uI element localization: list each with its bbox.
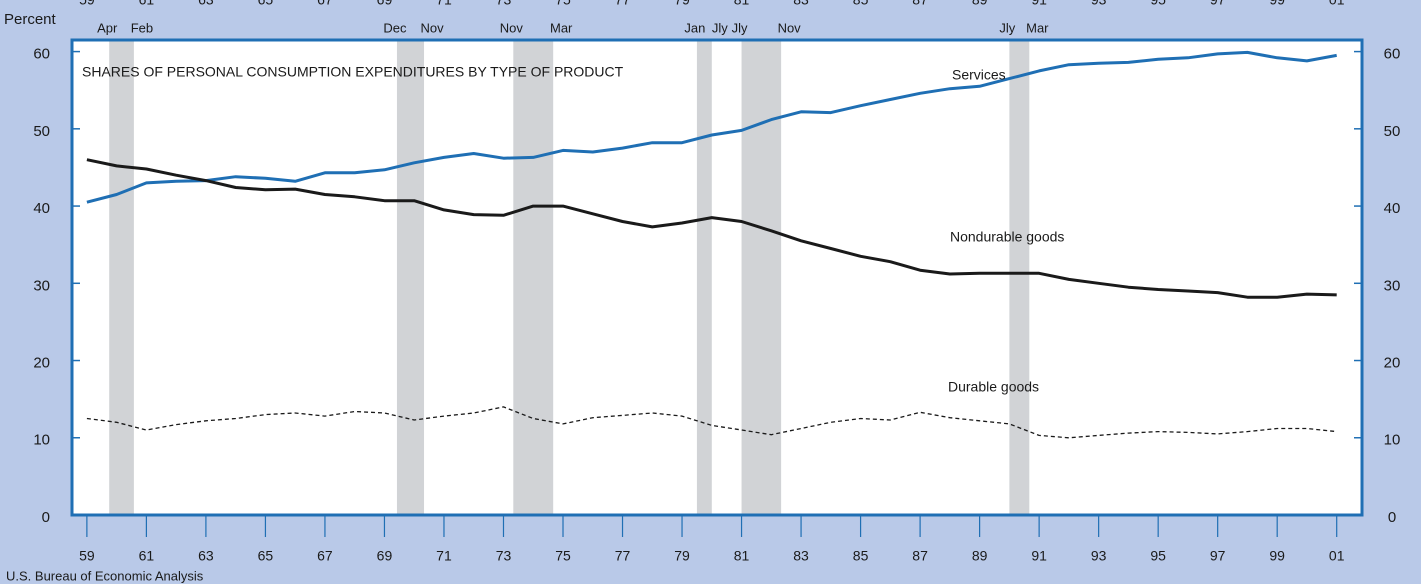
series-line bbox=[86, 158, 1337, 299]
x-tick-label: 59 bbox=[79, 548, 95, 564]
y2-tick-label: 10 bbox=[1384, 432, 1401, 449]
recession-end-label: Nov bbox=[420, 20, 444, 35]
x-tick-label-top: 99 bbox=[1269, 0, 1285, 8]
plot-border bbox=[70, 38, 1364, 517]
x-tick-label: 85 bbox=[853, 548, 869, 564]
y-tick-label: 40 bbox=[33, 200, 50, 217]
y2-tick-label: 0 bbox=[1388, 509, 1396, 526]
recession-start-label: Apr bbox=[97, 20, 118, 35]
source: U.S. Bureau of Economic Analysis bbox=[6, 568, 204, 583]
recession-start-label: Jan bbox=[684, 20, 705, 35]
x-tick-label-top: 01 bbox=[1329, 0, 1345, 8]
x-tick-label: 73 bbox=[496, 548, 512, 564]
y-tick-label: 10 bbox=[33, 432, 50, 449]
y-axis-label: Percent bbox=[4, 11, 57, 28]
x-tick-label-top: 89 bbox=[972, 0, 988, 8]
x-tick-label: 99 bbox=[1269, 548, 1285, 564]
x-tick-label-top: 61 bbox=[139, 0, 155, 8]
y2-tick-label: 20 bbox=[1384, 354, 1401, 371]
x-tick-label: 69 bbox=[377, 548, 393, 564]
recession-band bbox=[696, 40, 712, 515]
x-tick-label-top: 75 bbox=[555, 0, 571, 8]
series-line bbox=[86, 50, 1337, 204]
recession-band bbox=[513, 40, 554, 515]
x-tick-label: 75 bbox=[555, 548, 571, 564]
x-tick-label-top: 83 bbox=[793, 0, 809, 8]
recession-end-label: Mar bbox=[550, 20, 573, 35]
recession-bands bbox=[109, 40, 1030, 515]
y-tick-label: 20 bbox=[33, 354, 50, 371]
x-tick-label: 01 bbox=[1329, 548, 1345, 564]
recession-band bbox=[1009, 40, 1030, 515]
plot-area bbox=[72, 40, 1362, 515]
x-tick-label-top: 85 bbox=[853, 0, 869, 8]
x-tick-label: 81 bbox=[734, 548, 750, 564]
y-tick-label: 0 bbox=[42, 509, 50, 526]
x-tick-label: 79 bbox=[674, 548, 690, 564]
x-tick-label: 89 bbox=[972, 548, 988, 564]
series-label: Services bbox=[952, 67, 1006, 83]
y2-tick-label: 60 bbox=[1384, 46, 1401, 63]
x-tick-label: 61 bbox=[139, 548, 155, 564]
recession-start-label: Nov bbox=[500, 20, 524, 35]
x-tick-label-top: 77 bbox=[615, 0, 631, 8]
recession-band bbox=[741, 40, 782, 515]
x-tick-label: 63 bbox=[198, 548, 214, 564]
recession-end-label: Jly bbox=[712, 20, 728, 35]
x-tick-label-top: 97 bbox=[1210, 0, 1226, 8]
chart-title: SHARES OF PERSONAL CONSUMPTION EXPENDITU… bbox=[82, 64, 624, 80]
series-label: Durable goods bbox=[948, 379, 1039, 395]
y-tick-label: 50 bbox=[33, 123, 50, 140]
x-tick-label-top: 71 bbox=[436, 0, 452, 8]
x-tick-label: 91 bbox=[1031, 548, 1047, 564]
x-tick-label-top: 81 bbox=[734, 0, 750, 8]
x-tick-label: 97 bbox=[1210, 548, 1226, 564]
x-tick-label-top: 67 bbox=[317, 0, 333, 8]
recession-start-label: Jly bbox=[732, 20, 748, 35]
x-tick-label-top: 79 bbox=[674, 0, 690, 8]
y2-tick-label: 50 bbox=[1384, 123, 1401, 140]
x-tick-label: 65 bbox=[258, 548, 274, 564]
series-line bbox=[86, 406, 1337, 439]
x-tick-label-top: 73 bbox=[496, 0, 512, 8]
series-label: Nondurable goods bbox=[950, 229, 1064, 245]
recession-band bbox=[396, 40, 425, 515]
x-tick-label-top: 63 bbox=[198, 0, 214, 8]
x-tick-label: 95 bbox=[1150, 548, 1166, 564]
x-tick-label-top: 95 bbox=[1150, 0, 1166, 8]
x-tick-label: 67 bbox=[317, 548, 333, 564]
recession-end-label: Mar bbox=[1026, 20, 1049, 35]
recession-end-label: Nov bbox=[778, 20, 802, 35]
y2-tick-label: 40 bbox=[1384, 200, 1401, 217]
x-tick-label-top: 69 bbox=[377, 0, 393, 8]
y2-tick-label: 30 bbox=[1384, 277, 1401, 294]
recession-end-label: Feb bbox=[131, 20, 153, 35]
x-tick-label: 71 bbox=[436, 548, 452, 564]
x-tick-label-top: 91 bbox=[1031, 0, 1047, 8]
x-tick-label: 77 bbox=[615, 548, 631, 564]
recession-band bbox=[109, 40, 134, 515]
x-tick-label: 83 bbox=[793, 548, 809, 564]
x-tick-label-top: 93 bbox=[1091, 0, 1107, 8]
recession-start-label: Dec bbox=[383, 20, 407, 35]
x-tick-label: 87 bbox=[912, 548, 928, 564]
y-tick-label: 30 bbox=[33, 277, 50, 294]
x-tick-label-top: 65 bbox=[258, 0, 274, 8]
y-tick-label: 60 bbox=[33, 46, 50, 63]
x-tick-label-top: 59 bbox=[79, 0, 95, 8]
recession-start-label: Jly bbox=[999, 20, 1015, 35]
x-tick-label: 93 bbox=[1091, 548, 1107, 564]
x-tick-label-top: 87 bbox=[912, 0, 928, 8]
